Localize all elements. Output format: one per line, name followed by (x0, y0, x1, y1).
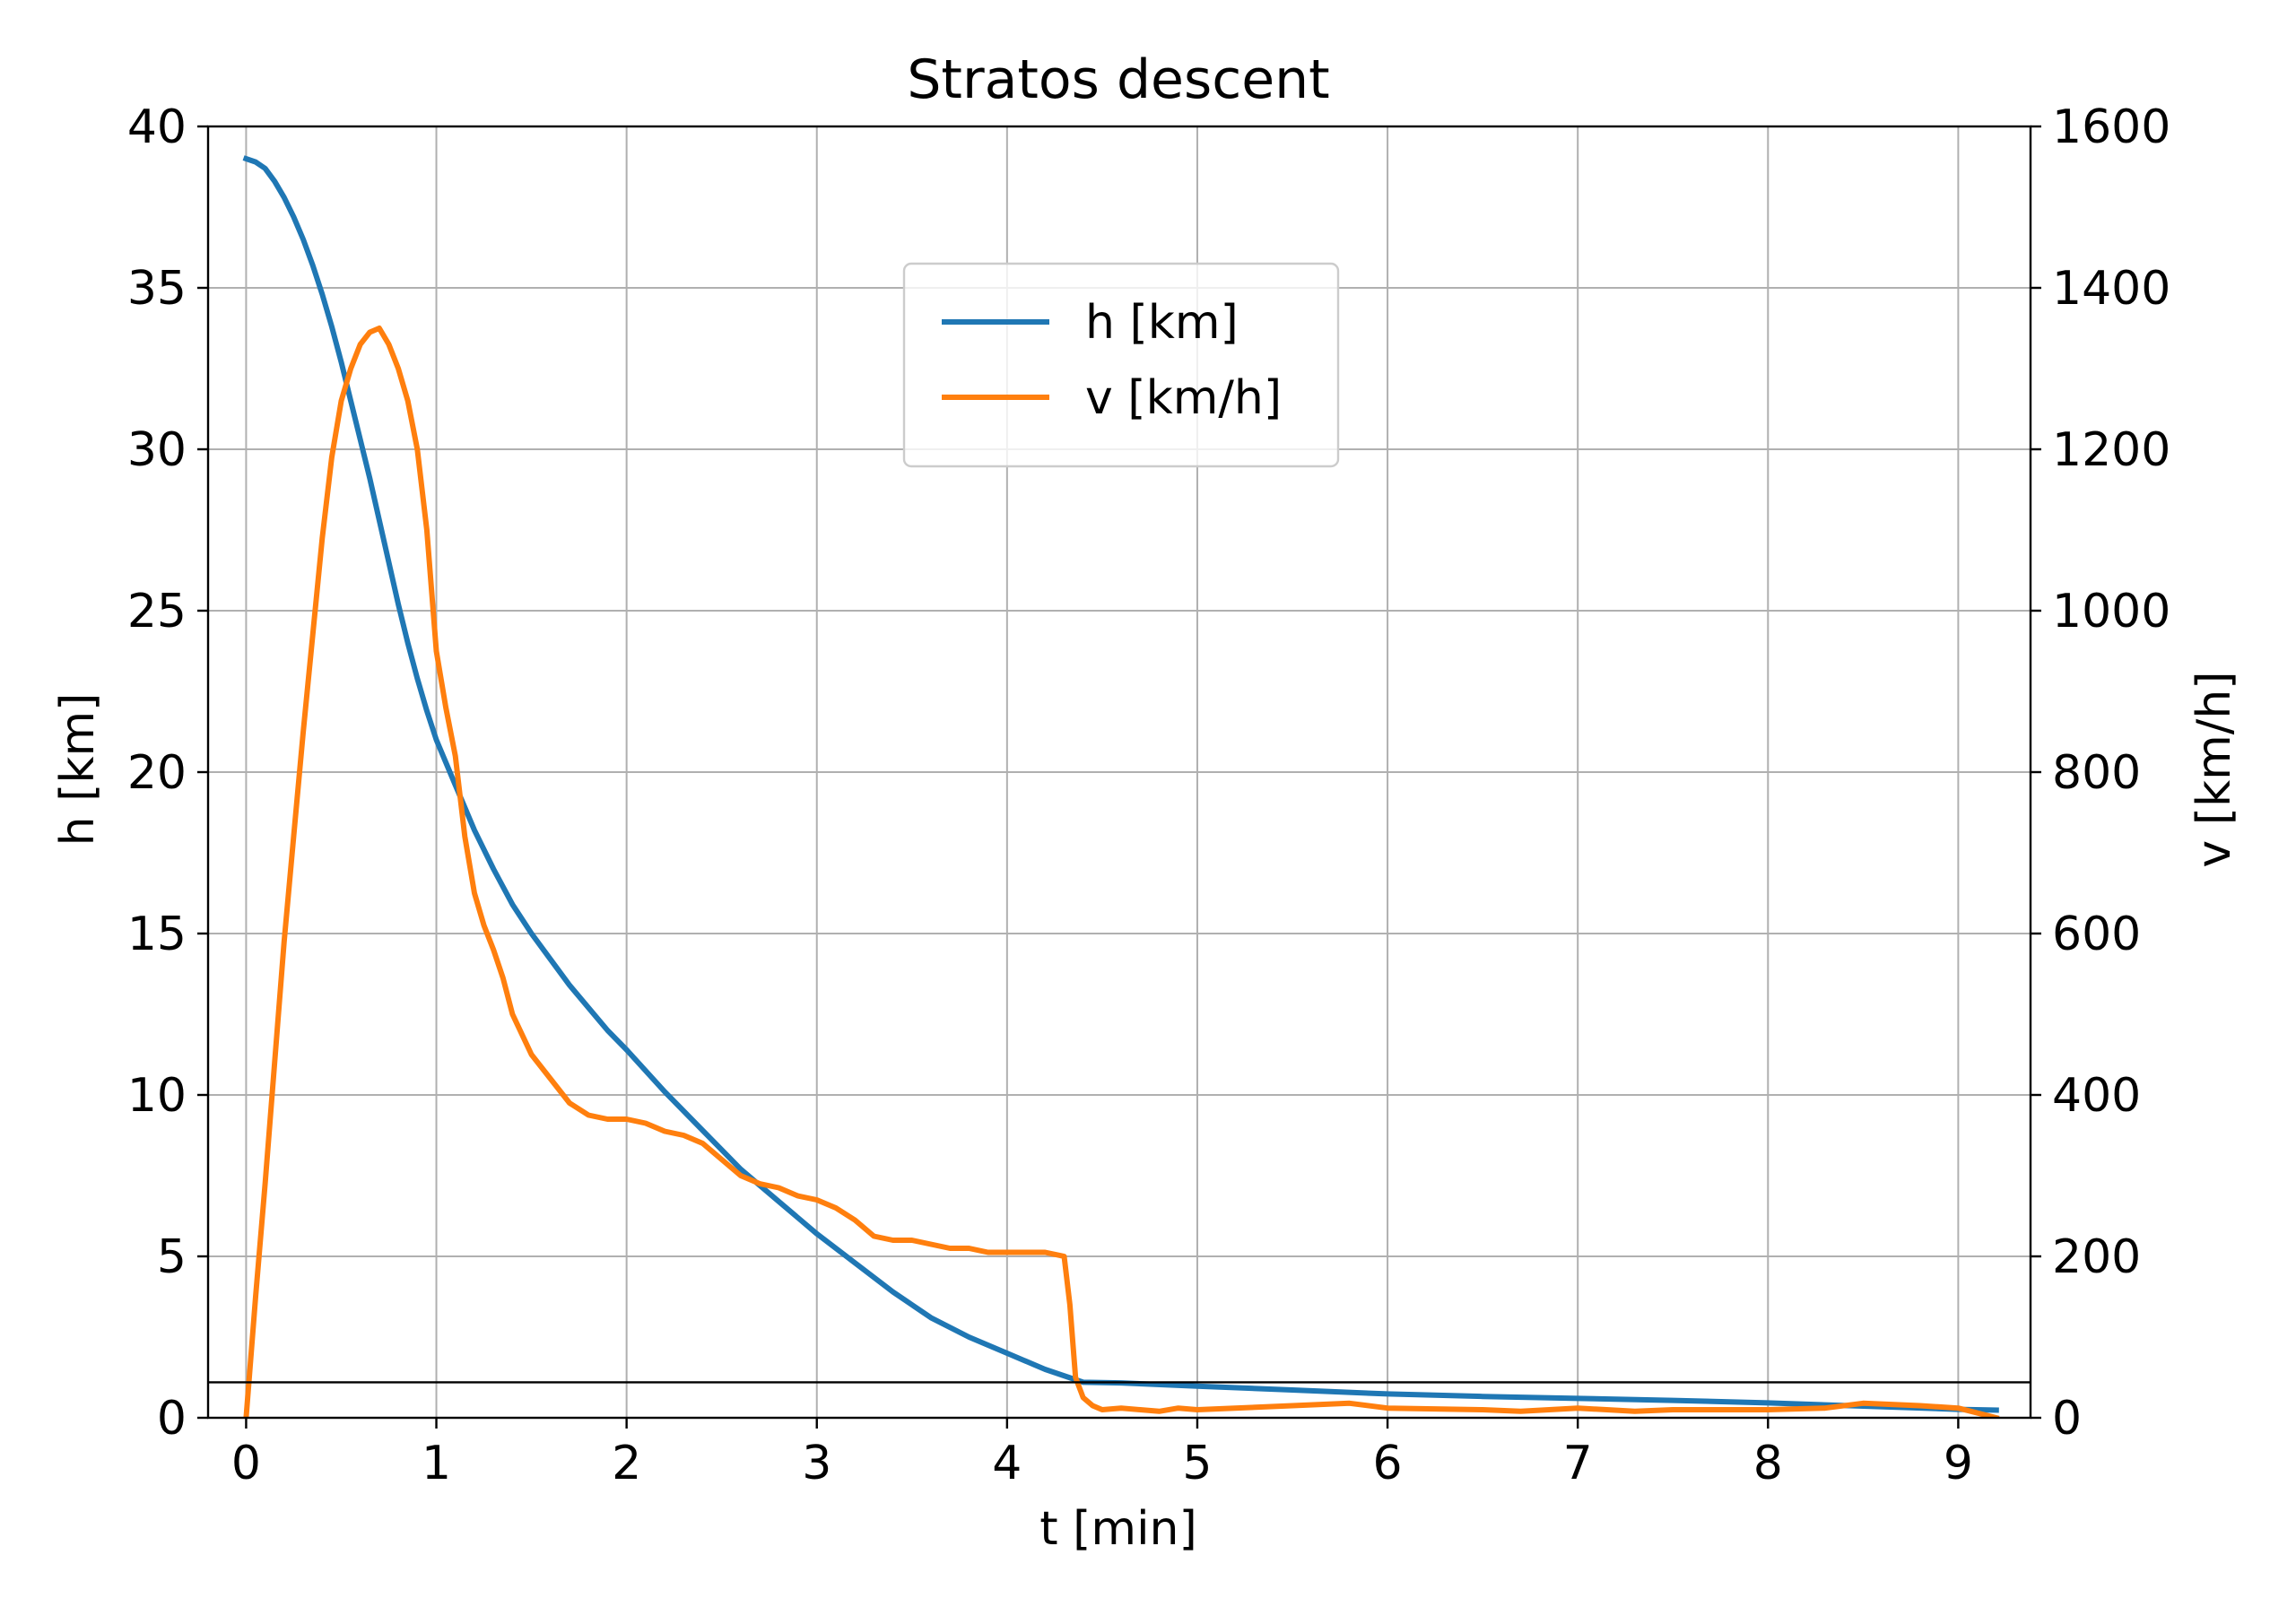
y-tick-label: 15 (127, 908, 187, 961)
x-tick-label: 8 (1753, 1437, 1783, 1490)
x-tick-label: 6 (1373, 1437, 1403, 1490)
y2-tick-label: 1600 (2052, 100, 2170, 154)
chart-title: Stratos descent (907, 48, 1329, 111)
plot-series (242, 155, 2000, 1418)
y2-tick-label: 400 (2052, 1069, 2141, 1123)
y-tick-label: 0 (157, 1392, 187, 1446)
y2-tick-label: 200 (2052, 1230, 2141, 1284)
y2-tick-label: 600 (2052, 908, 2141, 961)
y-tick-label: 40 (127, 100, 187, 154)
y-tick-label: 35 (127, 262, 187, 316)
y-tick-label: 10 (127, 1069, 187, 1123)
x-tick-label: 7 (1563, 1437, 1593, 1490)
x-tick-label: 4 (992, 1437, 1022, 1490)
y-tick-label: 20 (127, 746, 187, 800)
legend-box (902, 262, 1340, 468)
x-tick-label: 0 (231, 1437, 261, 1490)
y2-tick-label: 0 (2052, 1392, 2082, 1446)
y-axis-left-label: h [km] (51, 693, 105, 847)
y-axis-left-ticks: 0 5 10 15 20 25 30 35 40 (127, 100, 208, 1446)
x-tick-label: 3 (802, 1437, 831, 1490)
y2-tick-label: 800 (2052, 746, 2141, 800)
legend-label-h: h [km] (1085, 296, 1239, 350)
y2-tick-label: 1000 (2052, 585, 2170, 638)
x-tick-label: 9 (1944, 1437, 1973, 1490)
series-line-h (242, 155, 1999, 1413)
y-axis-right-label: v [km/h] (2187, 671, 2241, 867)
y-tick-label: 5 (157, 1230, 187, 1284)
x-tick-label: 1 (422, 1437, 451, 1490)
legend-label-v: v [km/h] (1085, 371, 1282, 425)
legend: h [km] v [km/h] (902, 262, 1340, 468)
y-tick-label: 30 (127, 423, 187, 477)
y2-tick-label: 1200 (2052, 423, 2170, 477)
x-tick-label: 2 (612, 1437, 641, 1490)
series-line-v (243, 326, 2000, 1418)
y-axis-right-ticks: 0 200 400 600 800 1000 1200 1400 1600 (2031, 100, 2170, 1446)
x-axis-ticks: 0 1 2 3 4 5 6 7 8 9 (231, 1418, 1973, 1490)
x-tick-label: 5 (1182, 1437, 1212, 1490)
y-tick-label: 25 (127, 585, 187, 638)
y2-tick-label: 1400 (2052, 262, 2170, 316)
x-axis-label: t [min] (1039, 1502, 1197, 1556)
